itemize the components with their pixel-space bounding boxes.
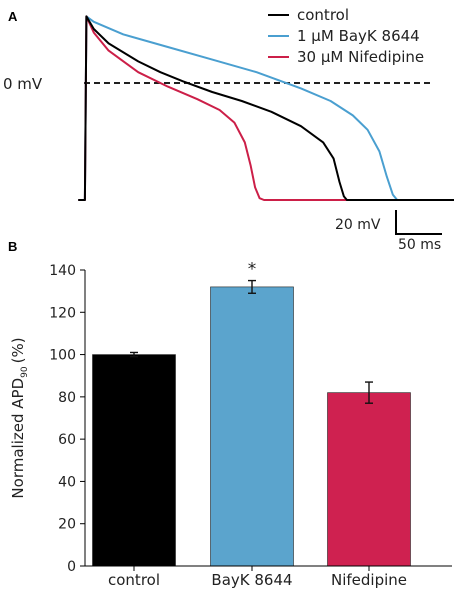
scale-bar-time-label: 50 ms <box>398 237 441 253</box>
bar-group: * <box>92 260 411 567</box>
y-tick-label: 60 <box>58 432 76 448</box>
zero-mv-label: 0 mV <box>3 75 43 93</box>
y-axis-label-main: Normalized APD <box>9 378 27 499</box>
bar-nifedipine <box>327 392 411 567</box>
trace-control <box>78 15 454 201</box>
y-tick-label: 120 <box>49 305 76 321</box>
y-tick-label: 40 <box>58 474 76 490</box>
y-axis-label-unit: (%) <box>9 337 27 363</box>
bar-bayk <box>210 286 294 567</box>
x-tick-label-bayk: BayK 8644 <box>211 571 292 589</box>
x-tick-label-control: control <box>108 571 160 589</box>
bar-control <box>92 354 176 567</box>
scale-bar: 20 mV 50 ms <box>335 210 442 253</box>
x-axis: control BayK 8644 Nifedipine <box>85 565 452 589</box>
legend-label-control: control <box>297 6 349 24</box>
y-axis-label-subscript: 90 <box>20 366 30 378</box>
panel-a-traces: 0 mV control 1 µM BayK 8644 30 µM Nifedi… <box>3 6 454 253</box>
y-tick-label: 20 <box>58 517 76 533</box>
y-tick-label: 100 <box>49 348 76 364</box>
y-axis-label: Normalized APD90 (%) <box>9 337 30 498</box>
panel-label-b: B <box>8 239 17 254</box>
significance-marker: * <box>248 260 257 280</box>
y-tick-label: 140 <box>49 263 76 279</box>
trace-group <box>78 15 454 201</box>
scale-bar-voltage-label: 20 mV <box>335 217 381 233</box>
legend-label-nifedipine: 30 µM Nifedipine <box>297 48 424 66</box>
y-tick-label: 0 <box>67 559 76 575</box>
panel-label-a: A <box>8 9 18 24</box>
y-tick-label: 80 <box>58 390 76 406</box>
panel-b-bar-chart: * 0 20 40 60 80 100 120 140 control BayK 8644 Nif… <box>9 260 452 589</box>
y-axis: 0 20 40 60 80 100 120 140 <box>49 263 86 575</box>
legend-label-bayk: 1 µM BayK 8644 <box>297 27 420 45</box>
trace-bayk <box>78 15 454 201</box>
x-tick-label-nifedipine: Nifedipine <box>331 571 407 589</box>
legend: control 1 µM BayK 8644 30 µM Nifedipine <box>268 6 424 66</box>
